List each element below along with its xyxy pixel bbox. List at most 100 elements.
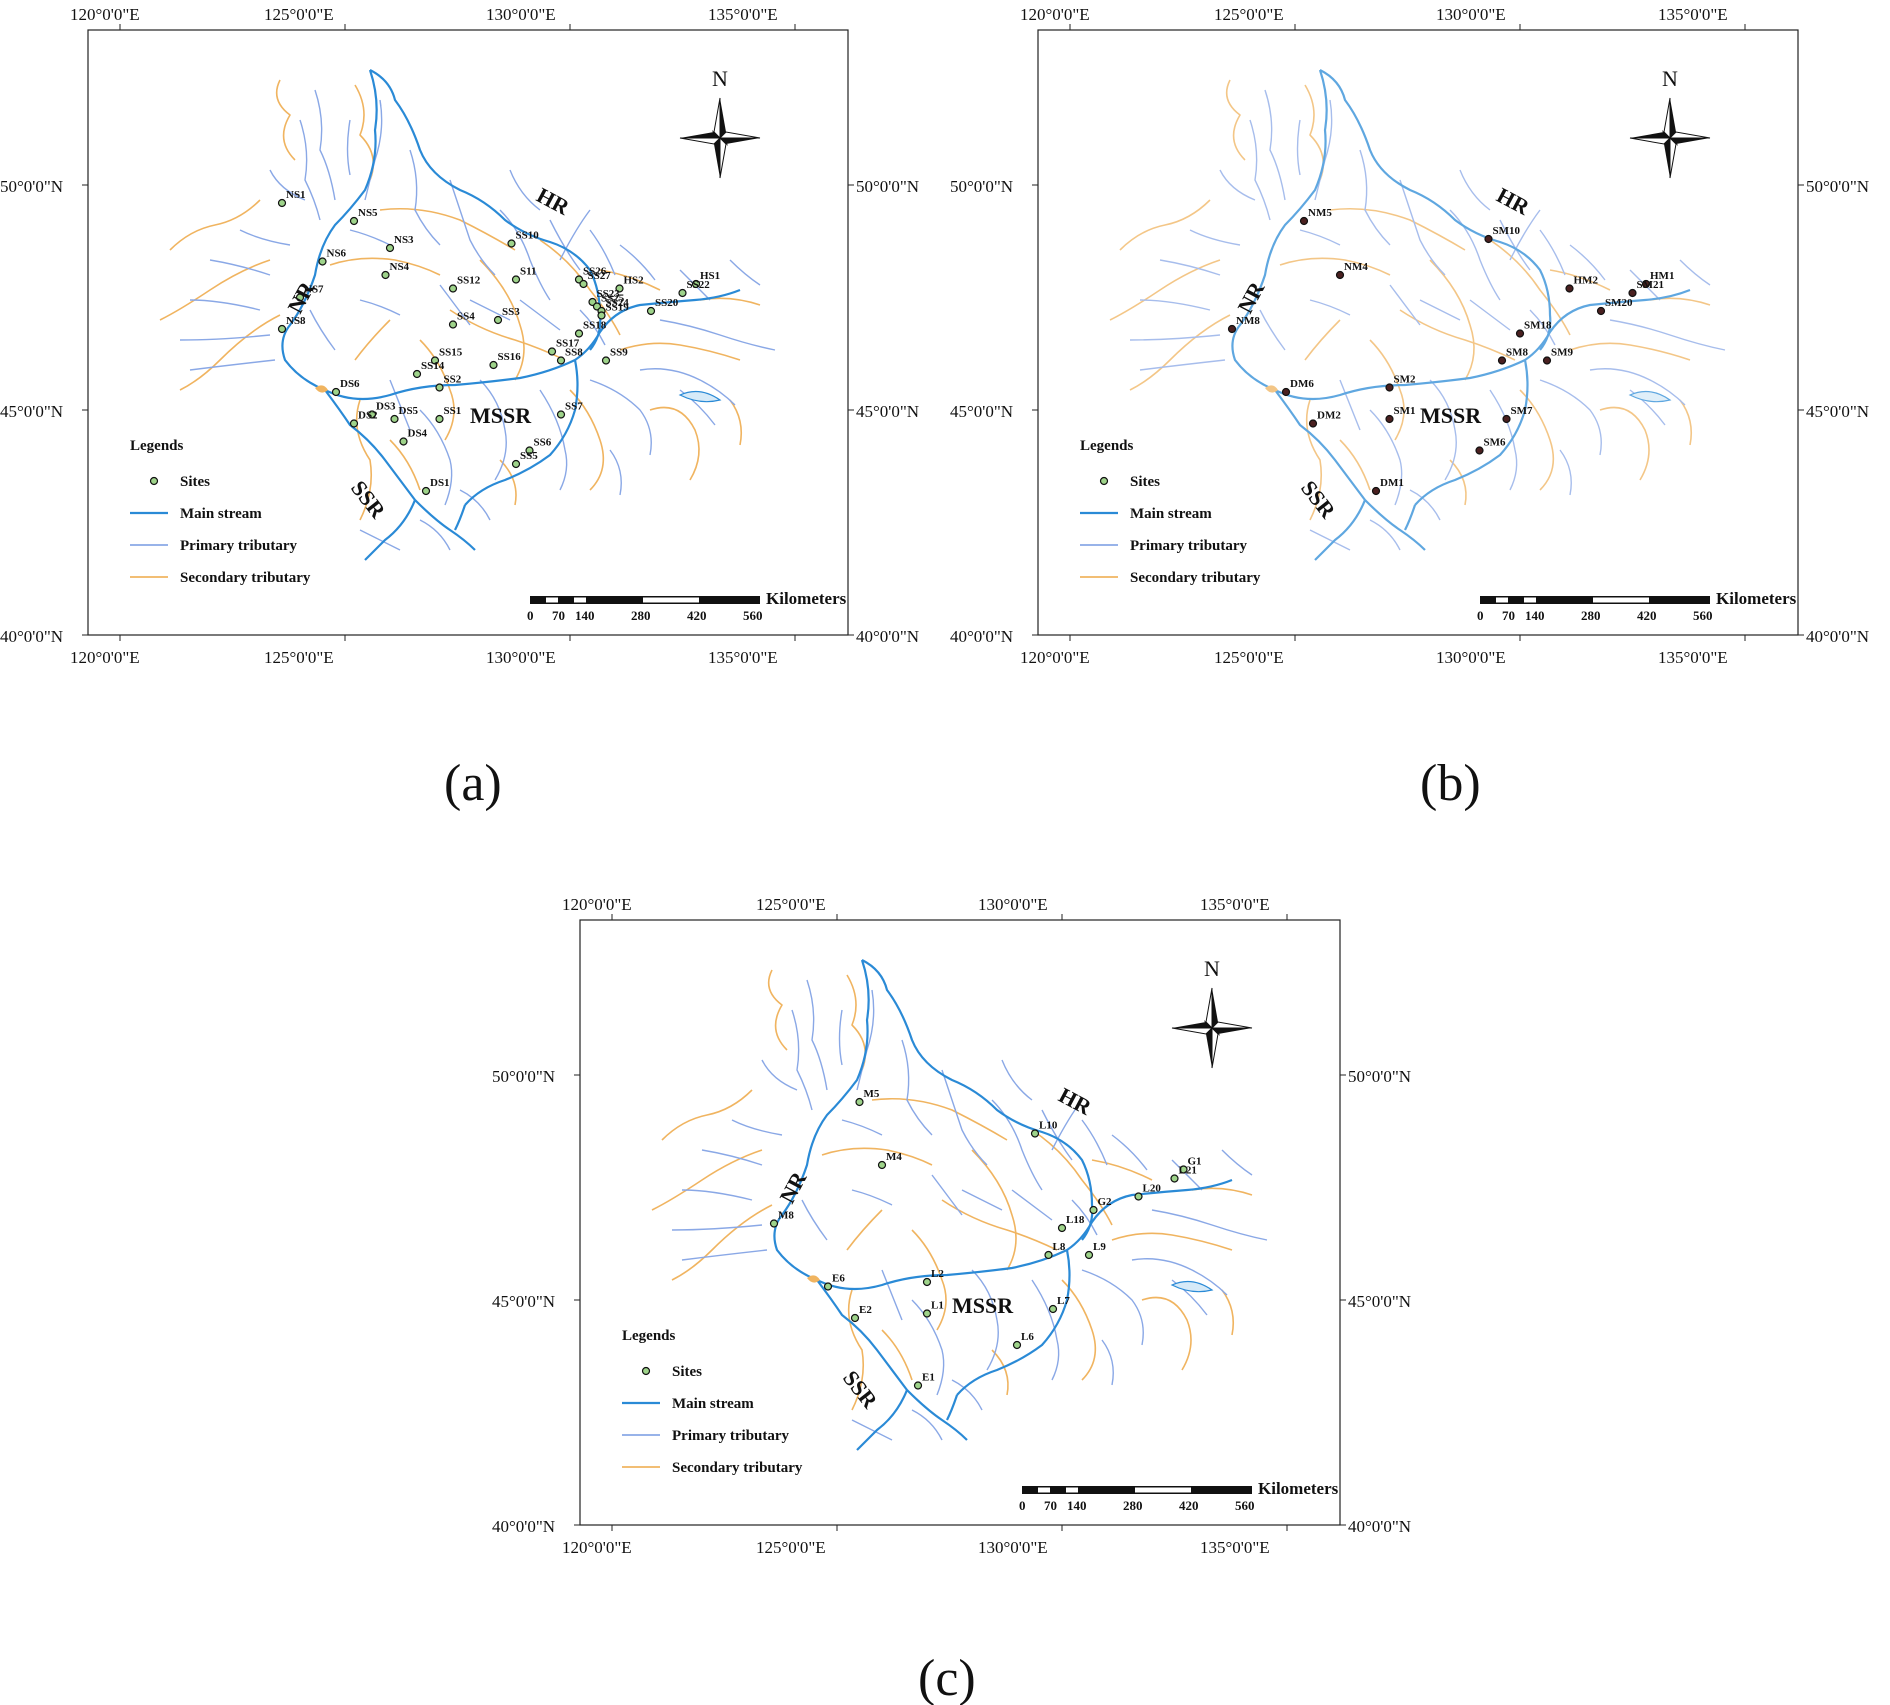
site-marker-s11 (511, 275, 521, 284)
lat-label-right-50: 50°0'0"N (1806, 177, 1869, 196)
site-marker-sm9 (1542, 356, 1552, 365)
lon-label-top-120: 120°0'0"E (562, 895, 632, 914)
site-marker-sm21 (1628, 288, 1637, 298)
scale-tick-420: 420 (687, 608, 707, 623)
lon-label-top-130: 130°0'0"E (978, 895, 1048, 914)
compass-north-arrow: N (1171, 956, 1253, 1069)
lon-label-top-125: 125°0'0"E (1214, 5, 1284, 24)
site-label-ss10: SS10 (516, 230, 540, 242)
lat-label-left-40: 40°0'0"N (492, 1517, 555, 1536)
site-marker-l10 (1030, 1129, 1040, 1138)
site-marker-l1 (922, 1309, 932, 1318)
site-label-ds3: DS3 (376, 401, 396, 413)
site-label-sm18: SM18 (1524, 320, 1552, 332)
scale-tick-420: 420 (1637, 608, 1657, 623)
site-marker-e1 (913, 1381, 923, 1390)
site-marker-hm2 (1565, 284, 1574, 293)
site-marker-hs2 (615, 284, 624, 293)
legend-title: Legends (130, 438, 184, 454)
legend-main-stream: Main stream (672, 1396, 754, 1412)
scale-tick-70: 70 (1044, 1498, 1057, 1513)
site-marker-ss6 (525, 446, 534, 455)
site-label-dm2: DM2 (1317, 410, 1341, 422)
lon-label-top-135: 135°0'0"E (1200, 895, 1270, 914)
lat-label-right-50: 50°0'0"N (856, 177, 919, 196)
lon-label-top-120: 120°0'0"E (1020, 5, 1090, 24)
site-label-ss1: SS1 (444, 405, 462, 417)
site-label-ns7: NS7 (304, 284, 324, 296)
site-label-ss16: SS16 (498, 351, 522, 363)
site-marker-sm2 (1385, 383, 1394, 392)
site-label-l8: L8 (1053, 1241, 1066, 1253)
site-label-ns3: NS3 (394, 234, 414, 246)
site-label-sm9: SM9 (1551, 347, 1574, 359)
scale-tick-280: 280 (1581, 608, 1601, 623)
site-label-e1: E1 (922, 1372, 935, 1384)
scale-unit-label: Kilometers (766, 589, 847, 608)
site-label-hs1: HS1 (700, 270, 720, 282)
site-label-sm20: SM20 (1605, 297, 1633, 309)
legend-sites: Sites (180, 474, 210, 490)
site-marker-l8 (1044, 1250, 1053, 1260)
site-marker-l20 (1134, 1192, 1143, 1201)
lon-label-bottom-130: 130°0'0"E (486, 648, 556, 667)
compass-north-arrow: N (679, 66, 761, 179)
scale-tick-0: 0 (1019, 1498, 1026, 1513)
site-marker-ns4 (381, 270, 390, 280)
site-label-hs2: HS2 (624, 275, 645, 287)
site-label-ss24: SS24 (606, 297, 630, 309)
axis-labels: 120°0'0"E 125°0'0"E 130°0'0"E 135°0'0"E … (950, 5, 1869, 667)
site-label-l1: L1 (931, 1300, 944, 1312)
site-label-sm2: SM2 (1394, 374, 1417, 386)
site-marker-ds4 (399, 437, 408, 446)
site-marker-hs1 (691, 279, 701, 289)
scale-tick-140: 140 (575, 608, 595, 623)
lat-label-left-50: 50°0'0"N (0, 177, 63, 196)
region-label-mssr: MSSR (470, 403, 532, 428)
site-label-ss26: SS26 (583, 266, 607, 278)
site-marker-ds5 (390, 414, 399, 424)
site-label-ss22: SS22 (687, 279, 711, 291)
legend-main-stream: Main stream (1130, 506, 1212, 522)
site-marker-ds1 (421, 486, 431, 496)
site-label-l20: L20 (1143, 1183, 1162, 1195)
legend-secondary-tributary: Secondary tributary (672, 1460, 803, 1476)
scale-unit-label: Kilometers (1716, 589, 1797, 608)
north-label: N (1662, 66, 1678, 91)
site-marker-dm1 (1371, 486, 1381, 496)
axis-labels: 120°0'0"E 125°0'0"E 130°0'0"E 135°0'0"E … (492, 895, 1411, 1557)
site-marker-ns1 (277, 198, 287, 208)
site-label-sm7: SM7 (1511, 405, 1534, 417)
site-label-ns6: NS6 (327, 248, 347, 260)
site-label-g2: G2 (1098, 1196, 1113, 1208)
site-marker-nm8 (1227, 324, 1237, 334)
lat-label-right-40: 40°0'0"N (1806, 627, 1869, 646)
site-marker-sm6 (1475, 446, 1484, 455)
scale-tick-0: 0 (527, 608, 534, 623)
legend-site-symbol (1099, 476, 1109, 486)
site-marker-ss22 (678, 288, 687, 298)
site-marker-ss19 (597, 311, 606, 320)
site-label-ss6: SS6 (534, 437, 552, 449)
region-label-mssr: MSSR (952, 1293, 1014, 1318)
site-marker-g1 (1179, 1165, 1188, 1174)
scale-tick-560: 560 (743, 608, 763, 623)
panel-caption-b: (b) (1420, 755, 1481, 812)
site-label-ss18: SS18 (583, 320, 607, 332)
lat-label-left-45: 45°0'0"N (492, 1292, 555, 1311)
legend-primary-tributary: Primary tributary (672, 1428, 790, 1444)
site-label-ss15: SS15 (439, 347, 463, 359)
site-label-ss3: SS3 (502, 306, 520, 318)
site-label-l9: L9 (1093, 1241, 1106, 1253)
site-marker-ss15 (430, 356, 440, 365)
axis-labels: 120°0'0"E 125°0'0"E 130°0'0"E 135°0'0"E … (0, 5, 919, 667)
lon-label-bottom-125: 125°0'0"E (756, 1538, 826, 1557)
scale-tick-280: 280 (1123, 1498, 1143, 1513)
site-marker-ss16 (489, 360, 498, 370)
lat-label-right-50: 50°0'0"N (1348, 1067, 1411, 1086)
site-marker-l7 (1048, 1304, 1058, 1314)
site-marker-sm8 (1497, 356, 1507, 365)
